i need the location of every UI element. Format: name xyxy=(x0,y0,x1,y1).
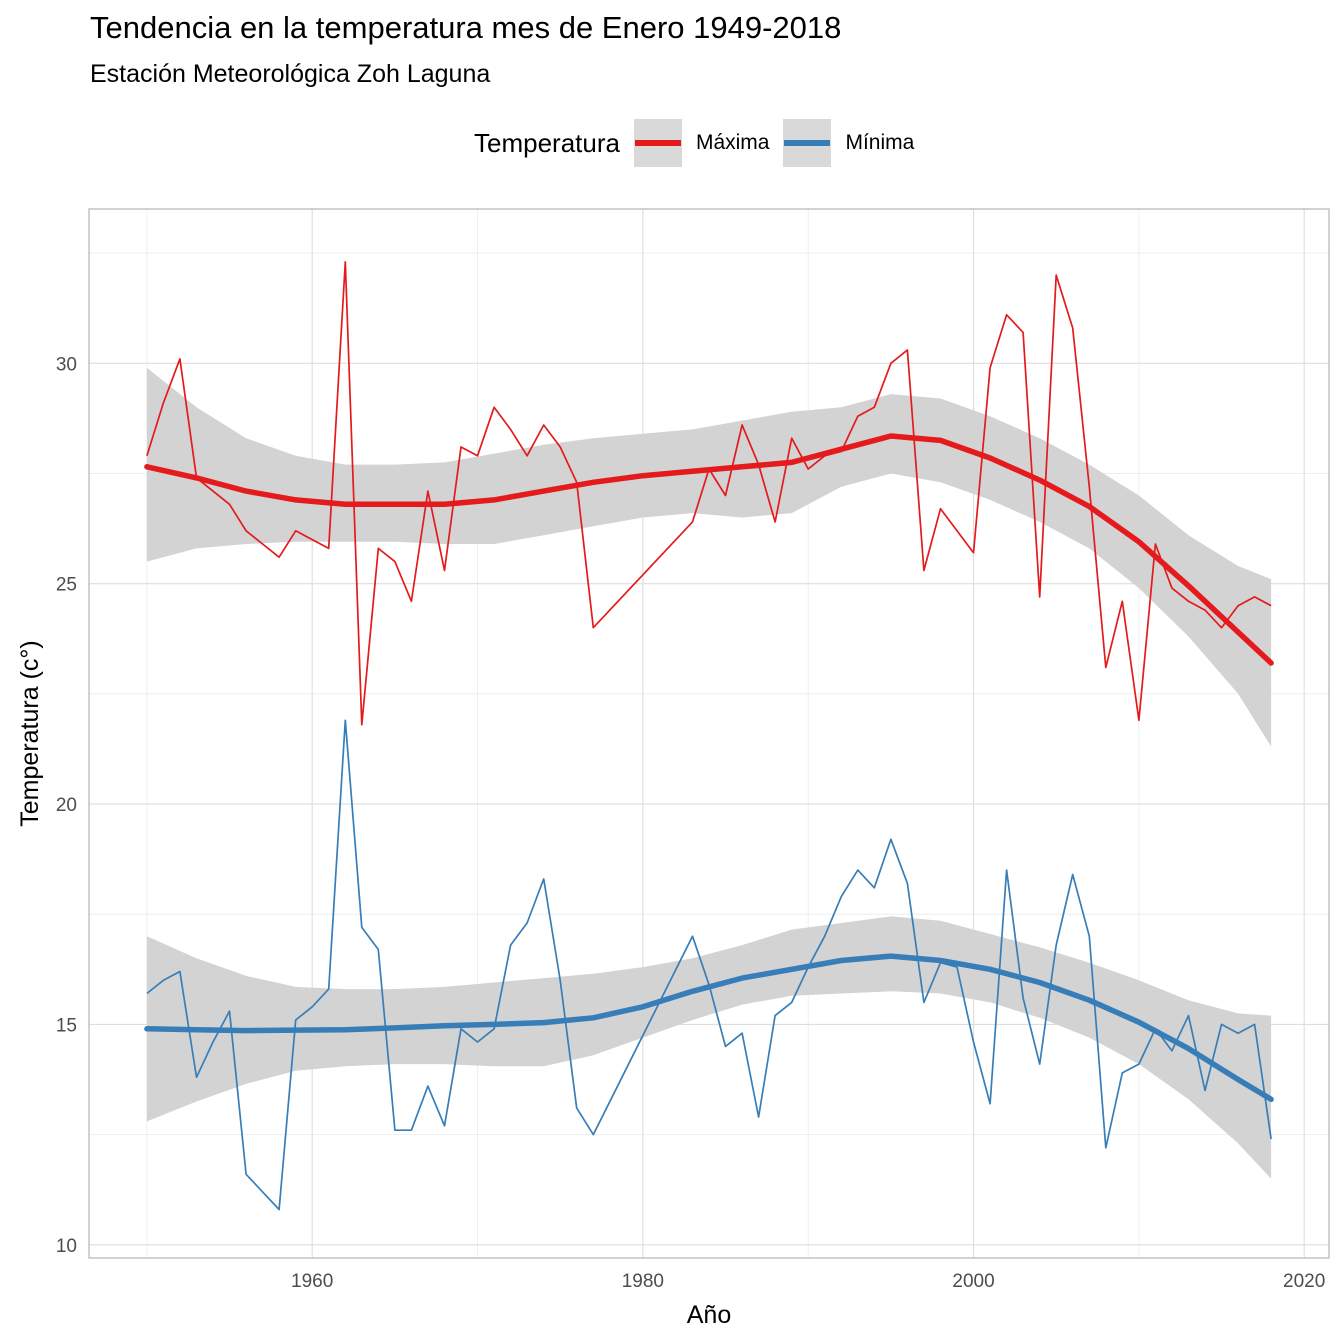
y-tick-label: 30 xyxy=(56,354,77,375)
chart-subtitle: Estación Meteorológica Zoh Laguna xyxy=(90,60,491,88)
legend-swatch-maxima xyxy=(634,140,681,146)
legend-swatch-minima xyxy=(784,140,831,146)
y-tick-label: 10 xyxy=(56,1236,77,1257)
smooth-line-1 xyxy=(144,953,1274,1103)
legend-label-maxima: Máxima xyxy=(695,131,770,154)
smooth-line-0 xyxy=(144,433,1274,666)
x-axis-title: Año xyxy=(687,1301,731,1329)
series-lines xyxy=(146,261,1272,1211)
grid-lines xyxy=(89,209,1329,1258)
y-tick-label: 20 xyxy=(56,795,77,816)
confidence-band-1 xyxy=(146,916,1272,1179)
y-axis-title: Temperatura (c°) xyxy=(16,640,44,826)
panel-border xyxy=(88,208,1330,1259)
y-tick-labels: 10 15 20 25 30 xyxy=(56,354,77,1257)
x-tick-label: 2020 xyxy=(1283,1271,1325,1292)
legend: Temperatura Máxima Mínima xyxy=(474,118,928,168)
y-tick-label: 25 xyxy=(56,575,77,596)
smooth-lines xyxy=(144,433,1274,1103)
x-tick-label: 2000 xyxy=(952,1271,994,1292)
y-tick-label: 15 xyxy=(56,1015,77,1036)
chart-title: Tendencia en la temperatura mes de Enero… xyxy=(90,10,842,45)
confidence-bands xyxy=(146,367,1272,1179)
confidence-band-0 xyxy=(146,367,1272,747)
x-tick-labels: 1960 1980 2000 2020 xyxy=(291,1271,1325,1292)
x-tick-label: 1960 xyxy=(291,1271,333,1292)
series-line-0 xyxy=(146,261,1272,726)
x-tick-label: 1980 xyxy=(622,1271,664,1292)
series-line-1 xyxy=(146,719,1272,1211)
legend-key-minima xyxy=(783,119,832,167)
legend-key-maxima xyxy=(633,119,682,167)
legend-title: Temperatura xyxy=(474,127,620,158)
legend-label-minima: Mínima xyxy=(845,131,915,154)
